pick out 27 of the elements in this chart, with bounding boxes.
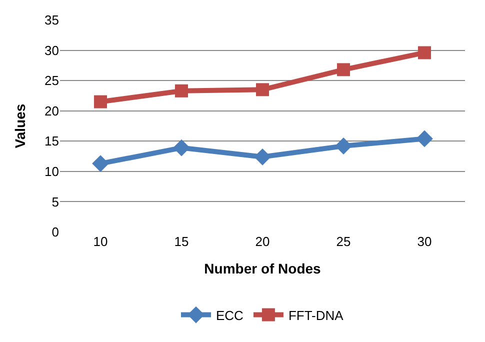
- y-tick-label: 30: [44, 42, 59, 58]
- point: [256, 83, 269, 96]
- legend-label: FFT-DNA: [288, 308, 344, 323]
- y-tick-label: 25: [44, 73, 59, 88]
- x-tick-label: 25: [336, 234, 351, 249]
- legend-label: ECC: [216, 308, 244, 323]
- y-tick-label: 10: [44, 164, 59, 179]
- point: [94, 95, 107, 108]
- y-tick-label: 5: [52, 194, 59, 210]
- point: [173, 139, 190, 156]
- y-tick-label: 20: [44, 103, 59, 118]
- x-tick-label: 20: [255, 234, 270, 249]
- x-axis-title: Number of Nodes: [204, 260, 322, 276]
- y-tick-label: 35: [44, 12, 59, 28]
- point: [175, 84, 188, 98]
- x-tick-label: 30: [417, 234, 432, 249]
- x-tick-label: 10: [93, 234, 108, 249]
- point: [418, 46, 431, 60]
- point: [416, 130, 433, 148]
- y-tick-label: 0: [52, 224, 59, 240]
- point: [335, 138, 352, 154]
- point: [92, 155, 109, 172]
- y-tick-label: 15: [44, 134, 59, 149]
- point: [337, 63, 350, 76]
- y-axis-title: Values: [12, 104, 28, 148]
- point: [254, 148, 271, 166]
- x-tick-label: 15: [174, 234, 189, 249]
